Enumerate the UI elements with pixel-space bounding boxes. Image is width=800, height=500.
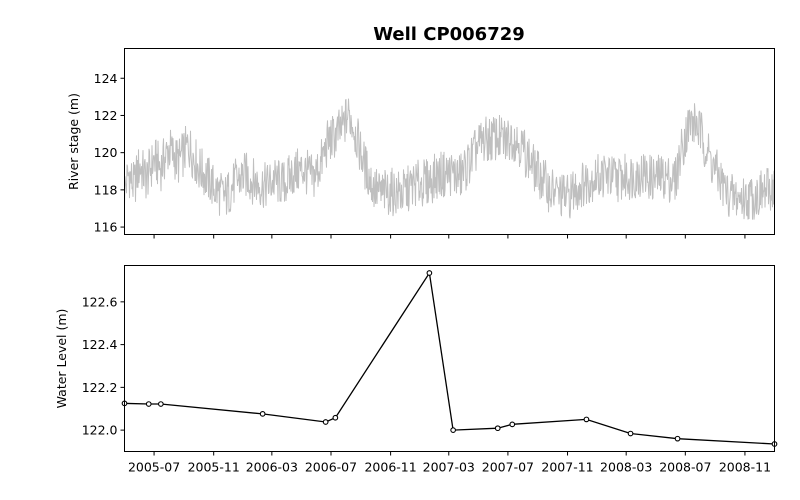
x-tick-label: 2005-07 <box>128 460 180 475</box>
water-frame <box>124 265 775 452</box>
river-stage-line <box>124 98 775 220</box>
x-tick-label: 2006-03 <box>246 460 298 475</box>
river-frame <box>124 48 775 235</box>
data-point <box>494 425 501 432</box>
data-point <box>145 401 152 407</box>
data-point <box>426 270 433 276</box>
x-tick-label: 2008-11 <box>719 460 771 475</box>
y-tick-label: 122.4 <box>82 337 118 352</box>
y-tick-label: 120 <box>94 145 118 160</box>
water-plot-area <box>124 265 775 452</box>
data-point <box>322 419 329 425</box>
chart-title: Well CP006729 <box>373 24 525 45</box>
river-y-axis-label: River stage (m) <box>66 93 81 190</box>
data-point <box>583 416 590 423</box>
river-stage-panel: 116 118 120 122 124 River stage (m) <box>66 48 775 239</box>
y-tick-label: 122.6 <box>82 294 118 309</box>
x-tick-label: 2007-03 <box>423 460 475 475</box>
data-point <box>450 427 456 433</box>
x-tick-label: 2008-07 <box>659 460 711 475</box>
x-tick-label: 2006-11 <box>364 460 416 475</box>
y-tick-label: 122.0 <box>82 423 118 438</box>
y-tick-label: 122 <box>94 108 118 123</box>
water-y-axis-label: Water Level (m) <box>54 309 69 409</box>
x-tick-label: 2006-07 <box>305 460 357 475</box>
river-plot-area <box>124 48 775 235</box>
water-x-ticks: 2005-07 2005-11 2006-03 2006-07 2006-11 2007-… <box>128 451 771 475</box>
water-level-panel: 122.0 122.2 122.4 122.6 2005-07 2005-11 2006-… <box>54 265 778 475</box>
data-point <box>627 430 634 437</box>
y-tick-label: 122.2 <box>82 380 118 395</box>
data-point <box>674 435 681 442</box>
x-tick-label: 2005-11 <box>188 460 240 475</box>
y-tick-label: 116 <box>94 220 118 235</box>
x-tick-label: 2007-07 <box>482 460 534 475</box>
x-tick-label: 2007-11 <box>541 460 593 475</box>
data-point <box>332 414 339 421</box>
data-point <box>158 401 164 407</box>
data-point <box>259 411 266 417</box>
data-point <box>509 421 516 428</box>
river-y-ticks: 116 118 120 122 124 <box>94 71 125 235</box>
y-tick-label: 124 <box>94 71 118 86</box>
y-tick-label: 118 <box>94 182 118 197</box>
x-tick-label: 2008-03 <box>600 460 652 475</box>
river-x-ticks <box>153 234 746 239</box>
water-y-ticks: 122.0 122.2 122.4 122.6 <box>82 294 125 438</box>
water-level-markers <box>121 270 778 447</box>
water-level-line <box>124 271 775 445</box>
